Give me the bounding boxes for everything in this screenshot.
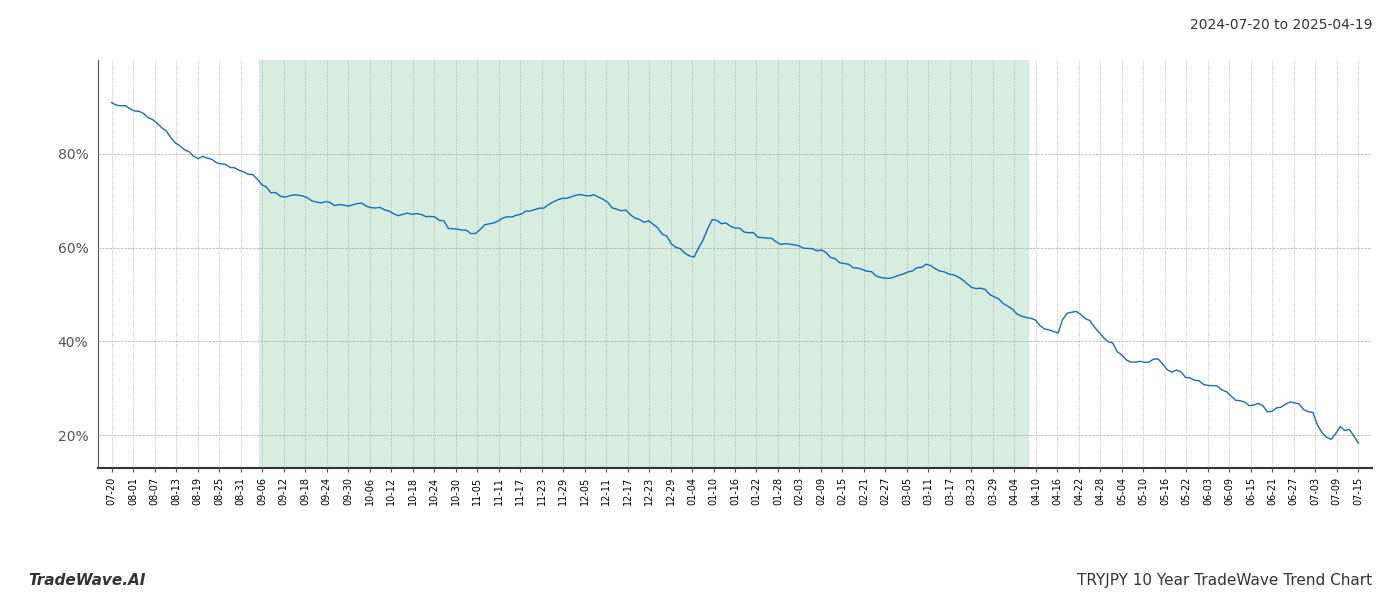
Bar bbox=[259, 60, 1028, 468]
Text: TRYJPY 10 Year TradeWave Trend Chart: TRYJPY 10 Year TradeWave Trend Chart bbox=[1077, 573, 1372, 588]
Text: 2024-07-20 to 2025-04-19: 2024-07-20 to 2025-04-19 bbox=[1190, 18, 1372, 32]
Text: TradeWave.AI: TradeWave.AI bbox=[28, 573, 146, 588]
